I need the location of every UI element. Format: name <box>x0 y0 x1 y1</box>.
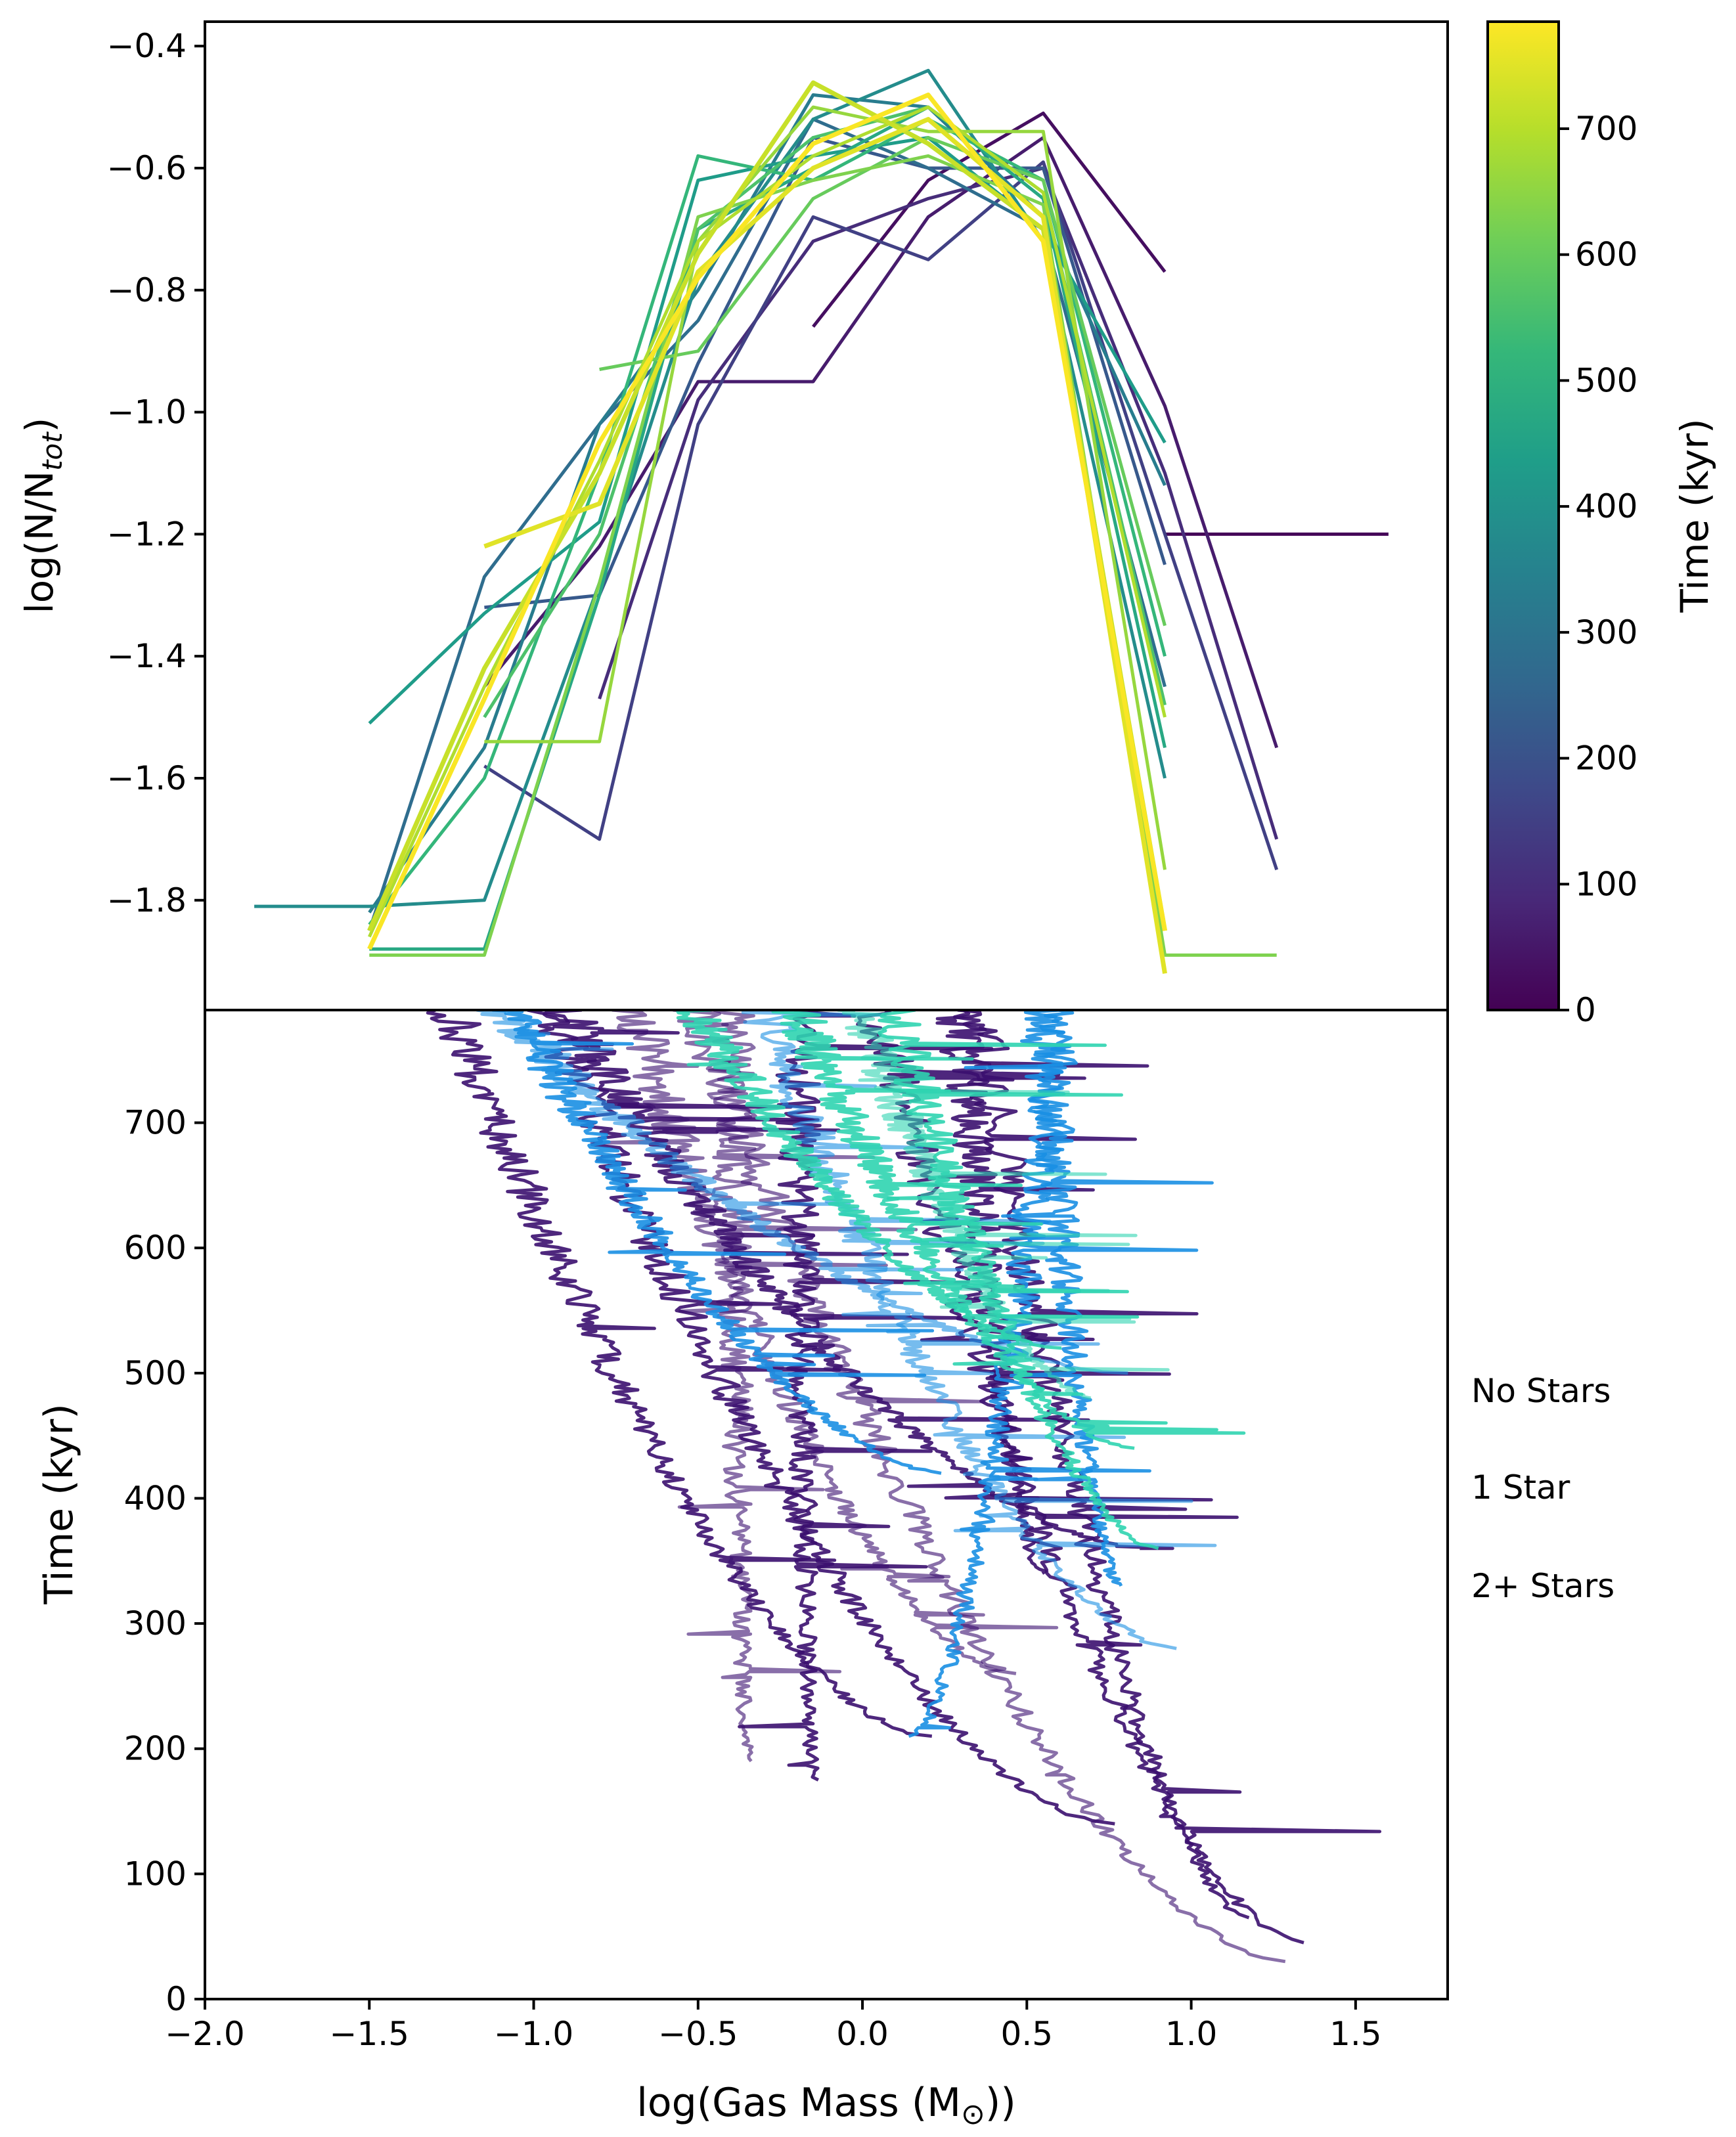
bottom-y-tick-label: 300 <box>124 1604 187 1642</box>
top-y-axis-label-sub: tot <box>36 431 68 471</box>
gas-mass-track-17 <box>837 1010 1170 1400</box>
colorbar-tick-label: 700 <box>1575 110 1637 148</box>
bottom-y-tick-label: 400 <box>124 1479 187 1517</box>
bottom-y-axis-label: Time (kyr) <box>36 1403 82 1605</box>
bottom-x-ticks: −2.0 −1.5 −1.0 −0.5 0.0 0.5 1.0 1.5 <box>165 1999 1382 2053</box>
top-y-ticks: −0.4 −0.6 −0.8 −1.0 −1.2 −1.4 −1.6 −1.8 <box>107 27 205 919</box>
gas-mass-track-15 <box>878 1010 1159 1551</box>
top-y-tick-label: −1.0 <box>107 393 187 431</box>
bottom-y-tick-label: 100 <box>124 1855 187 1893</box>
gas-mass-track-13 <box>492 1010 942 1475</box>
gas-mass-track-2 <box>673 1010 1286 1964</box>
x-tick-label: 0.5 <box>1001 2015 1054 2053</box>
top-series-lines <box>254 68 1389 974</box>
legend-no-stars: No Stars <box>1471 1372 1611 1410</box>
legend: No Stars 1 Star 2+ Stars <box>1471 1372 1614 1605</box>
x-axis-label-sub: ⊙ <box>961 2098 985 2131</box>
colorbar-tick-label: 400 <box>1575 487 1637 525</box>
x-tick-label: −2.0 <box>165 2015 244 2053</box>
top-y-axis-label-main: log(N/N <box>17 471 62 613</box>
x-tick-label: 1.5 <box>1329 2015 1382 2053</box>
bottom-y-tick-label: 200 <box>124 1730 187 1768</box>
top-panel: −0.4 −0.6 −0.8 −1.0 −1.2 −1.4 −1.6 −1.8 log(N/N… <box>17 20 1449 1011</box>
top-y-tick-label: −0.6 <box>107 149 187 187</box>
gas-mass-track-9 <box>542 1010 1239 1551</box>
mass-function-line-3 <box>598 166 1279 840</box>
bottom-y-tick-label: 500 <box>124 1354 187 1392</box>
colorbar-tick-label: 600 <box>1575 236 1637 274</box>
colorbar-gradient <box>1488 22 1559 1010</box>
mass-function-line-4 <box>483 160 1279 871</box>
top-y-axis-label: log(N/Ntot) <box>17 418 68 614</box>
gas-mass-track-5 <box>677 1010 918 1763</box>
top-y-tick-label: −1.4 <box>107 637 187 675</box>
colorbar-ticks: 0 100 200 300 400 500 600 700 <box>1559 110 1637 1029</box>
mass-function-line-13 <box>599 136 1167 627</box>
top-y-axis-label-end: ) <box>17 418 62 433</box>
bottom-x-axis-label: log(Gas Mass (M⊙)) <box>636 2080 1015 2131</box>
bottom-y-tick-label: 600 <box>124 1229 187 1267</box>
bottom-y-tick-label: 700 <box>124 1104 187 1142</box>
x-tick-label: 1.0 <box>1165 2015 1218 2053</box>
colorbar-tick-label: 100 <box>1575 865 1637 903</box>
gas-mass-track-14 <box>476 1010 1128 1375</box>
bottom-y-tick-label: 0 <box>166 1980 187 2018</box>
mass-function-line-5 <box>484 136 1167 609</box>
colorbar-tick-label: 200 <box>1575 739 1637 778</box>
colorbar-tick-label: 0 <box>1575 991 1596 1029</box>
gas-mass-track-6 <box>426 1010 933 1738</box>
mass-function-line-15 <box>484 105 1167 870</box>
mass-function-line-18 <box>483 117 1167 974</box>
x-axis-label-end: )) <box>985 2080 1016 2126</box>
colorbar-frame <box>1486 20 1560 1011</box>
top-y-tick-label: −0.4 <box>107 27 187 65</box>
legend-one-star: 1 Star <box>1471 1468 1570 1507</box>
top-y-tick-label: −1.8 <box>107 881 187 919</box>
gas-mass-track-0 <box>952 1010 1250 1920</box>
x-tick-label: 0.0 <box>836 2015 889 2053</box>
colorbar-label: Time (kyr) <box>1672 418 1717 613</box>
top-y-tick-label: −0.8 <box>107 271 187 309</box>
bottom-panel: 0 100 200 300 400 500 600 700 −2.0 −1.5 −1.0 −0.5 0… <box>36 1009 1614 2131</box>
mass-function-line-8 <box>254 68 1167 908</box>
bottom-track-lines <box>426 1010 1382 1964</box>
colorbar-tick-label: 500 <box>1575 361 1637 399</box>
x-tick-label: −0.5 <box>658 2015 738 2053</box>
gas-mass-track-16 <box>771 1010 1246 1450</box>
bottom-axes-frame <box>204 1009 1449 2000</box>
mass-function-line-19 <box>367 93 1167 950</box>
colorbar-tick-label: 300 <box>1575 613 1637 651</box>
x-tick-label: −1.0 <box>494 2015 573 2053</box>
top-y-tick-label: −1.6 <box>107 759 187 797</box>
gas-mass-track-10 <box>908 1010 1199 1738</box>
x-axis-label-main: log(Gas Mass (M <box>636 2080 961 2126</box>
mass-function-line-16 <box>368 105 1167 938</box>
gas-mass-track-18 <box>676 1010 1140 1350</box>
mass-function-line-1 <box>812 111 1167 328</box>
colorbar: 0 100 200 300 400 500 600 700 Time (kyr) <box>1486 20 1717 1029</box>
legend-two-plus-stars: 2+ Stars <box>1471 1567 1614 1605</box>
x-tick-label: −1.5 <box>330 2015 409 2053</box>
bottom-y-ticks: 0 100 200 300 400 500 600 700 <box>124 1104 205 2018</box>
top-y-tick-label: −1.2 <box>107 515 187 553</box>
gas-mass-track-1 <box>856 1010 1382 1945</box>
